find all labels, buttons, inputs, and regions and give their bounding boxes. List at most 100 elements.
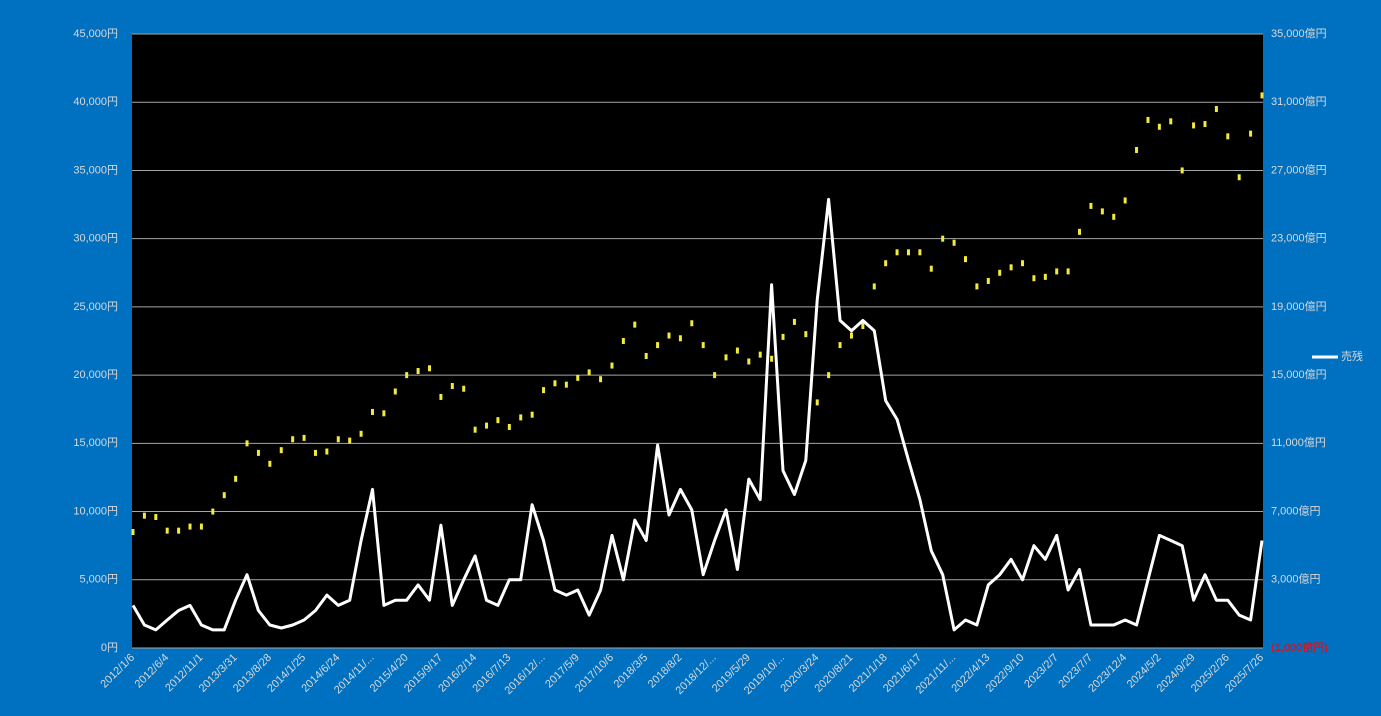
legend-label: 売残: [1341, 349, 1363, 363]
y2-tick-label: 19,000億円: [1271, 300, 1327, 313]
data-point: [393, 388, 397, 395]
data-point: [747, 358, 751, 365]
data-point: [963, 256, 967, 263]
data-point: [131, 529, 135, 536]
data-point: [1021, 260, 1025, 267]
data-point: [1237, 174, 1241, 181]
data-point: [621, 338, 625, 344]
data-point: [667, 332, 671, 339]
data-point: [1146, 116, 1150, 123]
data-point: [165, 527, 169, 534]
data-point: [576, 374, 580, 381]
data-point: [485, 422, 489, 429]
data-point: [1089, 202, 1093, 209]
data-point: [781, 333, 785, 340]
data-point: [142, 512, 146, 519]
data-point: [359, 430, 363, 437]
data-point: [770, 355, 774, 362]
data-point: [929, 265, 933, 272]
data-point: [154, 514, 158, 521]
y-tick-label: 25,000円: [73, 301, 118, 313]
data-point: [222, 492, 226, 499]
data-point: [507, 423, 511, 430]
data-point: [177, 527, 181, 534]
data-point: [804, 331, 808, 338]
data-point: [906, 249, 910, 256]
data-point: [199, 523, 203, 530]
data-point: [234, 475, 238, 482]
data-point: [291, 436, 295, 443]
y-tick-label: 35,000円: [73, 164, 118, 176]
data-point: [382, 410, 386, 417]
data-point: [1123, 197, 1127, 204]
y2-tick-label: 3,000億円: [1271, 573, 1321, 586]
data-point: [1135, 146, 1139, 153]
series-line: [131, 197, 1264, 632]
data-point: [1078, 228, 1082, 235]
data-point: [279, 447, 283, 454]
data-point: [861, 322, 865, 329]
data-point: [1249, 130, 1253, 137]
data-point: [519, 414, 523, 421]
data-point: [986, 277, 990, 284]
data-point: [245, 440, 249, 447]
plot-area: [132, 34, 1263, 648]
data-point: [1226, 133, 1230, 140]
y-tick-label: 0円: [101, 642, 118, 654]
data-point: [735, 347, 739, 354]
data-point: [815, 399, 819, 406]
y2-tick-label: 23,000億円: [1271, 232, 1327, 245]
data-point: [1100, 208, 1104, 215]
data-point: [713, 372, 717, 379]
data-point: [792, 318, 796, 325]
data-point: [462, 385, 466, 392]
y-tick-label: 40,000円: [73, 96, 118, 108]
data-point: [1043, 273, 1047, 280]
data-point: [918, 249, 922, 256]
data-point: [838, 342, 842, 349]
data-point: [553, 380, 557, 387]
data-point: [690, 320, 694, 327]
y-tick-label: 30,000円: [73, 233, 118, 245]
y2-tick-label: 35,000億円: [1271, 27, 1327, 40]
y2-tick-label: 27,000億円: [1271, 163, 1327, 176]
data-point: [564, 381, 568, 388]
data-point: [439, 393, 443, 400]
data-point: [827, 372, 831, 379]
data-point: [313, 449, 317, 456]
data-point: [610, 362, 614, 369]
data-point: [975, 283, 979, 290]
y2-tick-label: (1,000億円): [1271, 641, 1328, 654]
data-point: [1009, 264, 1013, 271]
data-point: [336, 436, 340, 443]
data-point: [587, 369, 591, 376]
y2-tick-label: 7,000億円: [1271, 504, 1321, 517]
data-point: [849, 332, 853, 339]
data-point: [678, 335, 682, 342]
data-point: [256, 449, 260, 456]
data-point: [998, 269, 1002, 276]
data-point: [1112, 213, 1116, 220]
data-point: [302, 434, 306, 441]
data-point: [530, 411, 534, 418]
data-point: [884, 260, 888, 267]
data-point: [268, 460, 272, 467]
data-point: [428, 365, 432, 372]
data-point: [416, 368, 420, 375]
data-point: [405, 372, 409, 379]
data-point: [656, 342, 660, 349]
data-point: [188, 523, 192, 530]
data-point: [644, 353, 648, 360]
data-point: [325, 448, 329, 455]
data-point: [1214, 106, 1218, 113]
data-point: [1032, 275, 1036, 282]
data-point: [542, 387, 546, 394]
y-tick-label: 45,000円: [73, 28, 118, 40]
y-tick-label: 20,000円: [73, 369, 118, 381]
data-point: [1192, 122, 1196, 129]
y2-tick-label: 11,000億円: [1271, 436, 1326, 449]
y2-tick-label: 15,000億円: [1271, 368, 1327, 381]
data-point: [941, 235, 945, 242]
data-point: [1055, 268, 1059, 275]
data-point: [348, 437, 352, 444]
